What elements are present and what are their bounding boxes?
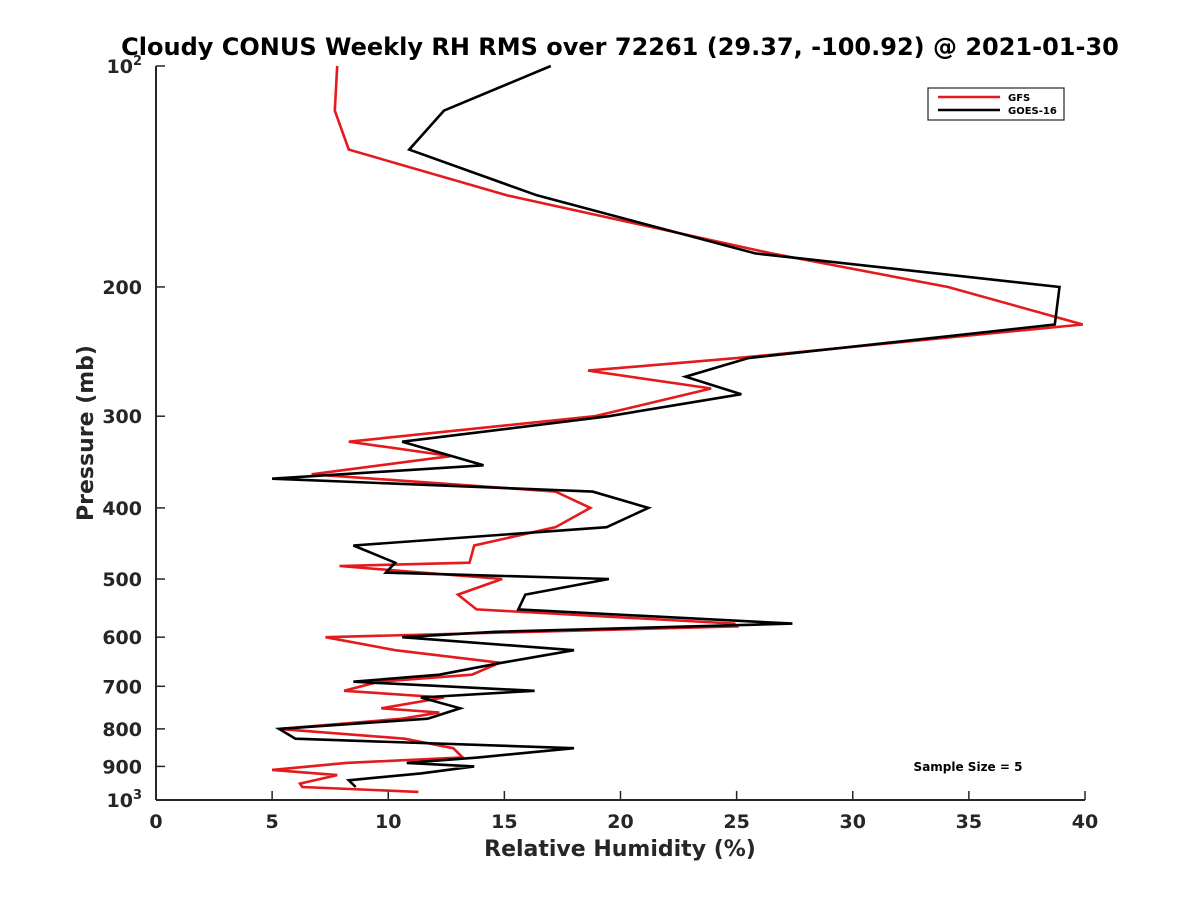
- series-line-goes-16: [272, 64, 1061, 788]
- legend-gfs-label: GFS: [1008, 93, 1030, 104]
- legend-box: [927, 87, 1065, 121]
- x-tick-label: 40: [1072, 811, 1098, 833]
- x-axis-label: Relative Humidity (%): [484, 837, 756, 862]
- y-axis-label: Pressure (mb): [74, 345, 99, 521]
- plot-area: [156, 66, 1085, 800]
- x-tick-label: 35: [956, 811, 982, 833]
- y-tick-label: 700: [102, 676, 142, 698]
- x-tick-label: 15: [491, 811, 517, 833]
- y-tick-label: 800: [102, 719, 142, 741]
- legend: GFS GOES-16: [927, 87, 1065, 121]
- series-layer: [271, 64, 1084, 794]
- y-tick-label: 200: [102, 277, 142, 299]
- sample-size-annotation: Sample Size = 5: [914, 760, 1023, 774]
- chart-title: Cloudy CONUS Weekly RH RMS over 72261 (2…: [121, 33, 1119, 61]
- x-tick-label: 25: [723, 811, 749, 833]
- x-tick-label: 30: [840, 811, 866, 833]
- legend-goes16-label: GOES-16: [1008, 106, 1057, 117]
- x-tick-label: 0: [149, 811, 162, 833]
- x-axis-ticks: 0 5 10 15 20 25 30 35 40: [149, 791, 1098, 833]
- x-tick-label: 20: [607, 811, 633, 833]
- y-tick-label: 300: [102, 406, 142, 428]
- y-tick-label: 500: [102, 569, 142, 591]
- series-line-gfs: [271, 65, 1084, 794]
- y-tick-label: 900: [102, 756, 142, 778]
- y-tick-label: 400: [102, 498, 142, 520]
- y-tick-label: 102: [107, 54, 143, 78]
- y-axis-ticks: 102 200 300 400 500 600 700 800 900 103: [102, 54, 165, 812]
- y-tick-label: 600: [102, 627, 142, 649]
- x-tick-label: 5: [266, 811, 279, 833]
- y-tick-label: 103: [107, 788, 143, 812]
- x-tick-label: 10: [375, 811, 401, 833]
